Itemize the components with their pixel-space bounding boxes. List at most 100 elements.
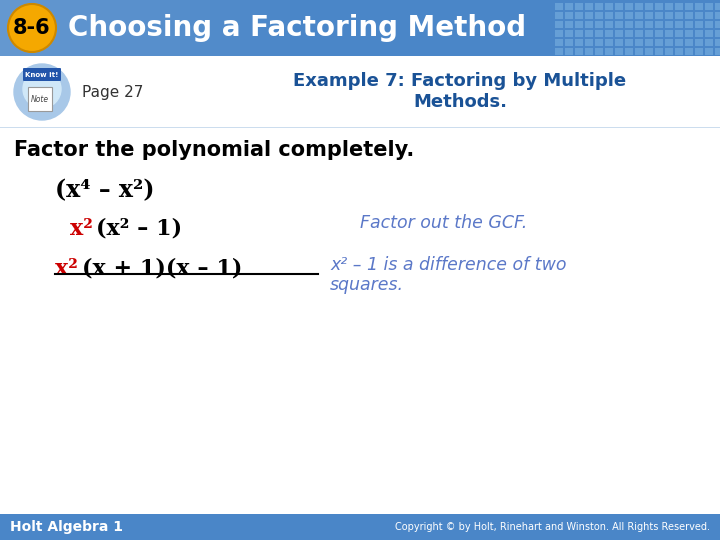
Bar: [280, 0, 290, 56]
Bar: [130, 0, 140, 56]
Bar: [645, 39, 653, 46]
Bar: [110, 0, 120, 56]
Bar: [655, 3, 663, 10]
Bar: [715, 30, 720, 37]
Bar: [555, 48, 563, 55]
Bar: [625, 30, 633, 37]
Bar: [665, 30, 673, 37]
Bar: [635, 21, 643, 28]
Bar: [0, 0, 720, 56]
Bar: [60, 0, 70, 56]
Circle shape: [8, 4, 56, 52]
Text: Factor the polynomial completely.: Factor the polynomial completely.: [14, 140, 414, 160]
Bar: [565, 48, 573, 55]
Bar: [0, 0, 10, 56]
Bar: [565, 30, 573, 37]
Bar: [695, 12, 703, 19]
Bar: [675, 3, 683, 10]
Bar: [595, 30, 603, 37]
Text: Factor out the GCF.: Factor out the GCF.: [360, 214, 527, 232]
Bar: [625, 48, 633, 55]
Bar: [655, 48, 663, 55]
Text: x² – 1 is a difference of two: x² – 1 is a difference of two: [330, 256, 567, 274]
Bar: [685, 39, 693, 46]
Bar: [575, 12, 583, 19]
Bar: [645, 30, 653, 37]
Bar: [10, 0, 20, 56]
Bar: [605, 48, 613, 55]
Bar: [565, 12, 573, 19]
FancyBboxPatch shape: [23, 68, 61, 81]
Bar: [585, 48, 593, 55]
Text: x²: x²: [70, 218, 93, 240]
Bar: [675, 39, 683, 46]
Bar: [675, 21, 683, 28]
Bar: [260, 0, 270, 56]
Text: 8-6: 8-6: [13, 18, 51, 38]
Bar: [645, 48, 653, 55]
Bar: [605, 21, 613, 28]
Bar: [240, 0, 250, 56]
Bar: [150, 0, 160, 56]
Bar: [705, 12, 713, 19]
Bar: [645, 3, 653, 10]
Bar: [585, 39, 593, 46]
Bar: [20, 0, 30, 56]
Bar: [595, 3, 603, 10]
Bar: [665, 21, 673, 28]
Bar: [555, 21, 563, 28]
Circle shape: [14, 64, 70, 120]
Bar: [645, 21, 653, 28]
Bar: [695, 48, 703, 55]
Bar: [0, 514, 720, 540]
Bar: [160, 0, 170, 56]
Bar: [595, 39, 603, 46]
Bar: [655, 12, 663, 19]
Bar: [575, 3, 583, 10]
Bar: [665, 12, 673, 19]
Bar: [685, 12, 693, 19]
Bar: [655, 39, 663, 46]
Bar: [715, 48, 720, 55]
Bar: [140, 0, 150, 56]
Bar: [70, 0, 80, 56]
Bar: [555, 3, 563, 10]
Text: Example 7: Factoring by Multiple: Example 7: Factoring by Multiple: [294, 72, 626, 90]
Bar: [585, 21, 593, 28]
Bar: [615, 12, 623, 19]
Bar: [180, 0, 190, 56]
Bar: [210, 0, 220, 56]
Bar: [705, 48, 713, 55]
Bar: [0, 126, 720, 128]
Text: x²: x²: [55, 258, 78, 280]
Text: (x + 1)(x – 1): (x + 1)(x – 1): [82, 258, 243, 280]
Bar: [605, 30, 613, 37]
Bar: [250, 0, 260, 56]
Bar: [565, 21, 573, 28]
Bar: [595, 21, 603, 28]
Bar: [625, 12, 633, 19]
Bar: [625, 21, 633, 28]
Text: Holt Algebra 1: Holt Algebra 1: [10, 520, 123, 534]
Bar: [565, 3, 573, 10]
Bar: [695, 30, 703, 37]
Bar: [595, 12, 603, 19]
Bar: [30, 0, 40, 56]
Bar: [685, 30, 693, 37]
Text: Know it!: Know it!: [25, 72, 59, 78]
Bar: [705, 39, 713, 46]
Bar: [645, 12, 653, 19]
Bar: [665, 3, 673, 10]
Bar: [615, 21, 623, 28]
Bar: [705, 21, 713, 28]
Bar: [705, 30, 713, 37]
Text: (x² – 1): (x² – 1): [96, 218, 182, 240]
Bar: [50, 0, 60, 56]
Bar: [685, 48, 693, 55]
Bar: [615, 30, 623, 37]
Text: Methods.: Methods.: [413, 93, 507, 111]
Bar: [585, 30, 593, 37]
Bar: [100, 0, 110, 56]
Bar: [0, 56, 720, 128]
Bar: [585, 3, 593, 10]
